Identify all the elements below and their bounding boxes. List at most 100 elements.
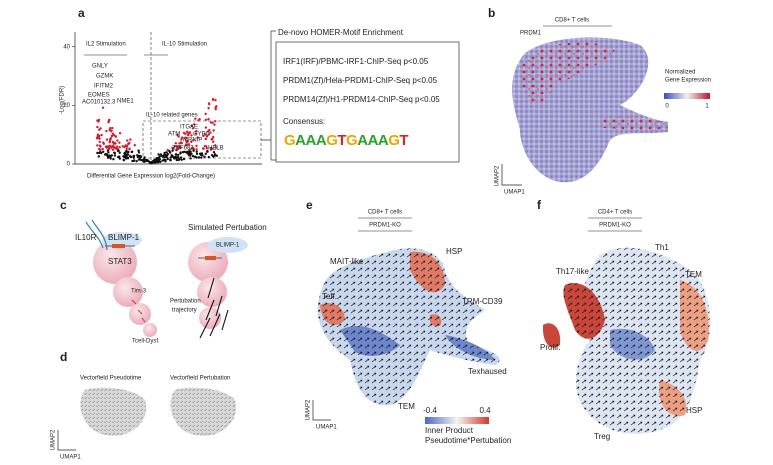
background-dot bbox=[116, 139, 119, 142]
background-dot bbox=[129, 155, 133, 159]
background-dot bbox=[207, 117, 210, 121]
background-dot bbox=[140, 159, 144, 162]
background-dot bbox=[142, 160, 145, 163]
colorbar-tick: 1 bbox=[705, 104, 709, 110]
background-dot bbox=[180, 136, 184, 139]
background-dot bbox=[204, 112, 207, 116]
background-dot bbox=[108, 118, 111, 122]
condition-label: IL2 Stimulation bbox=[86, 42, 126, 48]
label: Simulated Pertubation bbox=[188, 223, 267, 232]
background-dot bbox=[211, 147, 214, 150]
axis-label: UMAP2 bbox=[495, 165, 501, 186]
background-dot bbox=[164, 158, 167, 162]
background-dot bbox=[111, 140, 115, 144]
axis-label: UMAP2 bbox=[51, 429, 57, 450]
background-dot bbox=[202, 147, 205, 150]
background-dot bbox=[125, 154, 128, 157]
background-dot bbox=[212, 135, 215, 139]
background-dot bbox=[118, 155, 121, 158]
background-dot bbox=[214, 120, 217, 123]
background-dot bbox=[176, 133, 179, 137]
cluster-label: Teff. bbox=[322, 292, 337, 301]
legend-title: Gene Expression bbox=[665, 78, 711, 84]
background-dot bbox=[136, 155, 139, 159]
label: BLIMP-1 bbox=[216, 243, 240, 249]
colorbar-tick: 0.4 bbox=[479, 406, 491, 415]
background-dot bbox=[173, 157, 176, 160]
background-dot bbox=[128, 147, 131, 150]
background-dot bbox=[165, 155, 168, 159]
background-dot bbox=[132, 159, 136, 162]
background-dot bbox=[112, 158, 115, 161]
background-dot bbox=[174, 142, 177, 145]
axis-label: UMAP1 bbox=[60, 455, 81, 461]
gene bbox=[112, 244, 125, 248]
background-dot bbox=[105, 129, 108, 133]
background-dot bbox=[98, 137, 101, 140]
gene-label: GNLY bbox=[92, 64, 108, 70]
background-dot bbox=[135, 160, 138, 163]
panel-title: Vectorfield Pseudotime bbox=[80, 376, 142, 382]
background-dot bbox=[203, 155, 206, 158]
background-dot bbox=[106, 156, 110, 159]
background-dot bbox=[111, 126, 114, 130]
axis-label: UMAP2 bbox=[306, 399, 312, 420]
background-dot bbox=[117, 149, 120, 152]
background-dot bbox=[211, 121, 214, 125]
background-dot bbox=[158, 155, 161, 158]
background-dot bbox=[214, 146, 218, 149]
background-dot bbox=[163, 153, 167, 157]
cluster-label: TEM bbox=[685, 270, 702, 279]
background-dot bbox=[187, 143, 190, 146]
panel-subtitle: PRDM1-KO bbox=[599, 223, 631, 229]
background-dot bbox=[188, 154, 191, 157]
background-dot bbox=[177, 135, 180, 138]
background-dot bbox=[211, 138, 214, 141]
tim3 bbox=[131, 299, 146, 323]
background-dot bbox=[206, 130, 210, 133]
panel-letter: c bbox=[60, 198, 67, 212]
background-dot bbox=[215, 154, 218, 157]
x-axis-label: Differential Gene Expression log2(Fold-C… bbox=[87, 174, 215, 180]
background-dot bbox=[154, 160, 158, 163]
background-dot bbox=[212, 140, 215, 143]
panel-letter: b bbox=[488, 6, 495, 20]
background-dot bbox=[105, 138, 109, 141]
background-dot bbox=[207, 133, 210, 136]
background-dot bbox=[192, 139, 195, 142]
background-dot bbox=[161, 154, 164, 158]
background-dot bbox=[186, 130, 189, 133]
background-dot bbox=[102, 142, 106, 145]
connector bbox=[261, 30, 276, 161]
background-dot bbox=[126, 139, 129, 142]
legend-title: Inner Product bbox=[425, 426, 474, 435]
motif-logo: GAAAGTGAAAGT bbox=[284, 132, 408, 149]
background-dot bbox=[127, 150, 130, 154]
background-dot bbox=[109, 137, 113, 140]
vectorfield bbox=[80, 387, 147, 436]
panel-title: Vectorfield Pertubation bbox=[170, 376, 230, 382]
background-dot bbox=[110, 134, 114, 138]
background-dot bbox=[205, 147, 209, 150]
gene-label: ITGAE bbox=[180, 125, 198, 131]
background-dot bbox=[136, 154, 139, 157]
gene-label: GZMK bbox=[96, 74, 113, 80]
background-dot bbox=[145, 159, 149, 163]
homer-title: De-novo HOMER-Motif Enrichment bbox=[278, 28, 404, 37]
y-tick-label: 40 bbox=[63, 44, 70, 50]
background-dot bbox=[108, 141, 111, 144]
background-dot bbox=[115, 145, 119, 148]
background-dot bbox=[108, 128, 111, 132]
gene bbox=[205, 256, 216, 260]
cell bbox=[113, 277, 143, 307]
background-dot bbox=[114, 135, 118, 138]
axis-label: UMAP1 bbox=[504, 190, 525, 196]
cluster-label: TRM-CD39 bbox=[462, 297, 503, 306]
background-dot bbox=[107, 151, 110, 154]
background-dot bbox=[104, 145, 108, 148]
gene-label: ATM bbox=[168, 132, 180, 138]
gene-label: IFITM2 bbox=[94, 84, 114, 90]
background-dot bbox=[122, 159, 126, 162]
background-dot bbox=[202, 134, 205, 138]
